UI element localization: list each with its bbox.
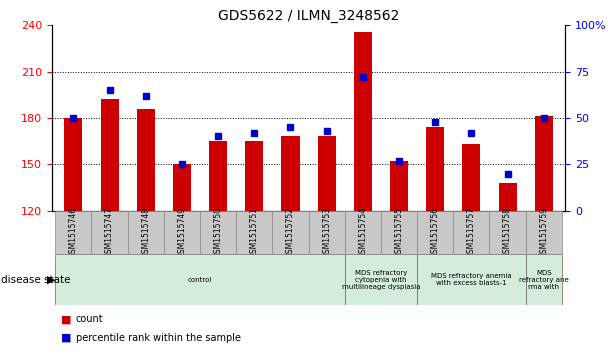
Bar: [245, 141, 263, 211]
Text: GSM1515756: GSM1515756: [430, 207, 440, 258]
Bar: [454, 211, 489, 254]
Bar: [164, 211, 200, 254]
Text: ■: ■: [61, 314, 71, 325]
Text: control: control: [188, 277, 212, 282]
Text: GSM1515759: GSM1515759: [539, 207, 548, 258]
Bar: [354, 32, 372, 211]
Bar: [345, 254, 417, 305]
Bar: [499, 183, 517, 211]
Bar: [91, 211, 128, 254]
Bar: [308, 211, 345, 254]
Bar: [236, 211, 272, 254]
Bar: [137, 109, 155, 211]
Bar: [345, 211, 381, 254]
Text: count: count: [76, 314, 103, 325]
Bar: [317, 136, 336, 211]
Text: MDS refractory
cytopenia with
multilineage dysplasia: MDS refractory cytopenia with multilinea…: [342, 269, 420, 290]
Text: GSM1515748: GSM1515748: [141, 207, 150, 258]
Bar: [55, 254, 345, 305]
Title: GDS5622 / ILMN_3248562: GDS5622 / ILMN_3248562: [218, 9, 399, 23]
Bar: [390, 161, 408, 211]
Bar: [173, 164, 191, 211]
Bar: [100, 99, 119, 211]
Text: GSM1515758: GSM1515758: [503, 207, 512, 258]
Text: ■: ■: [61, 333, 71, 343]
Bar: [128, 211, 164, 254]
Bar: [272, 211, 308, 254]
Text: GSM1515750: GSM1515750: [213, 207, 223, 258]
Text: GSM1515755: GSM1515755: [395, 207, 404, 258]
Text: GSM1515753: GSM1515753: [322, 207, 331, 258]
Bar: [489, 211, 526, 254]
Text: GSM1515747: GSM1515747: [105, 207, 114, 258]
Text: GSM1515757: GSM1515757: [467, 207, 476, 258]
Bar: [381, 211, 417, 254]
Text: MDS refractory anemia
with excess blasts-1: MDS refractory anemia with excess blasts…: [431, 273, 512, 286]
Text: GSM1515754: GSM1515754: [358, 207, 367, 258]
Bar: [209, 141, 227, 211]
Text: MDS
refractory ane
rma with: MDS refractory ane rma with: [519, 269, 568, 290]
Bar: [534, 117, 553, 211]
Bar: [462, 144, 480, 211]
Bar: [64, 118, 83, 211]
Text: disease state: disease state: [1, 274, 70, 285]
Bar: [200, 211, 236, 254]
Bar: [526, 254, 562, 305]
Bar: [417, 254, 526, 305]
Text: GSM1515752: GSM1515752: [286, 207, 295, 258]
Bar: [526, 211, 562, 254]
Bar: [282, 136, 300, 211]
Bar: [55, 211, 91, 254]
Text: ▶: ▶: [47, 274, 56, 285]
Text: GSM1515749: GSM1515749: [178, 207, 187, 258]
Text: GSM1515751: GSM1515751: [250, 207, 259, 258]
Bar: [426, 127, 444, 211]
Text: GSM1515746: GSM1515746: [69, 207, 78, 258]
Bar: [417, 211, 454, 254]
Text: percentile rank within the sample: percentile rank within the sample: [76, 333, 241, 343]
